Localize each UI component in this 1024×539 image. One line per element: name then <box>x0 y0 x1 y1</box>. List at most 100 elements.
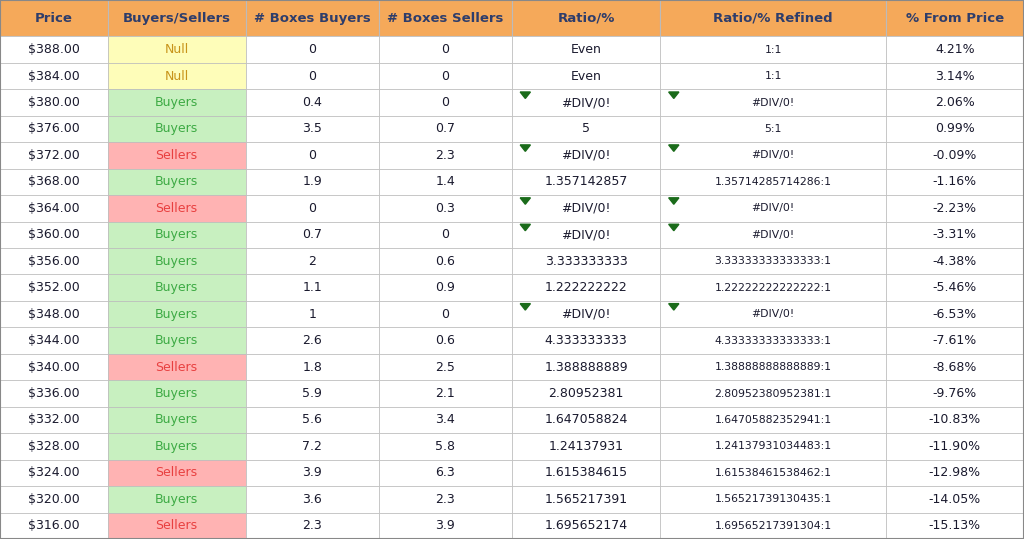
Text: 3.9: 3.9 <box>435 519 456 533</box>
Bar <box>379 460 512 486</box>
Polygon shape <box>520 198 530 204</box>
Text: 1.64705882352941:1: 1.64705882352941:1 <box>715 415 831 425</box>
Bar <box>379 354 512 381</box>
Bar <box>886 37 1024 63</box>
Bar <box>886 433 1024 460</box>
Bar <box>246 407 379 433</box>
Bar <box>512 0 660 37</box>
Bar <box>108 381 246 407</box>
Bar <box>246 195 379 222</box>
Bar <box>0 354 108 381</box>
Bar <box>512 301 660 327</box>
Bar <box>379 327 512 354</box>
Text: -9.76%: -9.76% <box>933 387 977 400</box>
Text: 5: 5 <box>583 122 590 135</box>
Bar <box>108 89 246 116</box>
Bar <box>512 381 660 407</box>
Text: -2.23%: -2.23% <box>933 202 977 215</box>
Bar <box>0 222 108 248</box>
Bar <box>886 327 1024 354</box>
Text: #DIV/0!: #DIV/0! <box>752 150 795 161</box>
Bar <box>108 407 246 433</box>
Text: 1:1: 1:1 <box>765 71 781 81</box>
Bar <box>0 381 108 407</box>
Text: $364.00: $364.00 <box>28 202 80 215</box>
Polygon shape <box>520 145 530 151</box>
Bar <box>379 169 512 195</box>
Bar <box>512 460 660 486</box>
Text: -15.13%: -15.13% <box>929 519 981 533</box>
Text: 5.6: 5.6 <box>302 413 323 426</box>
Bar <box>246 301 379 327</box>
Text: -8.68%: -8.68% <box>933 361 977 374</box>
Text: 1.222222222: 1.222222222 <box>545 281 628 294</box>
Text: -4.38%: -4.38% <box>933 255 977 268</box>
Bar <box>0 433 108 460</box>
Text: 5.9: 5.9 <box>302 387 323 400</box>
Bar <box>246 222 379 248</box>
Text: Buyers: Buyers <box>155 255 199 268</box>
Bar <box>660 89 886 116</box>
Bar <box>512 433 660 460</box>
Bar <box>0 274 108 301</box>
Bar <box>886 63 1024 89</box>
Text: Ratio/% Refined: Ratio/% Refined <box>714 12 833 25</box>
Text: Buyers: Buyers <box>155 96 199 109</box>
Text: # Boxes Sellers: # Boxes Sellers <box>387 12 504 25</box>
Text: 1.647058824: 1.647058824 <box>545 413 628 426</box>
Bar <box>660 0 886 37</box>
Text: 1.9: 1.9 <box>302 175 323 188</box>
Text: 2.80952381: 2.80952381 <box>549 387 624 400</box>
Bar <box>660 37 886 63</box>
Bar <box>886 248 1024 274</box>
Text: Sellers: Sellers <box>156 466 198 479</box>
Bar <box>108 63 246 89</box>
Text: 2.3: 2.3 <box>435 493 456 506</box>
Bar <box>246 460 379 486</box>
Bar <box>108 486 246 513</box>
Bar <box>246 354 379 381</box>
Bar <box>660 407 886 433</box>
Text: -7.61%: -7.61% <box>933 334 977 347</box>
Bar <box>0 301 108 327</box>
Text: $352.00: $352.00 <box>28 281 80 294</box>
Bar <box>886 274 1024 301</box>
Bar <box>0 142 108 169</box>
Bar <box>512 486 660 513</box>
Bar <box>379 433 512 460</box>
Bar <box>0 407 108 433</box>
Polygon shape <box>669 224 679 231</box>
Text: Sellers: Sellers <box>156 149 198 162</box>
Bar <box>379 486 512 513</box>
Text: 1.22222222222222:1: 1.22222222222222:1 <box>715 282 831 293</box>
Text: Buyers: Buyers <box>155 440 199 453</box>
Bar <box>379 37 512 63</box>
Bar <box>886 169 1024 195</box>
Text: 4.333333333: 4.333333333 <box>545 334 628 347</box>
Text: 1: 1 <box>308 308 316 321</box>
Bar <box>246 169 379 195</box>
Text: $348.00: $348.00 <box>28 308 80 321</box>
Bar <box>886 486 1024 513</box>
Text: #DIV/0!: #DIV/0! <box>561 202 611 215</box>
Bar <box>0 460 108 486</box>
Bar <box>108 301 246 327</box>
Bar <box>108 195 246 222</box>
Text: 0.99%: 0.99% <box>935 122 975 135</box>
Bar <box>246 486 379 513</box>
Text: 0.7: 0.7 <box>435 122 456 135</box>
Text: -11.90%: -11.90% <box>929 440 981 453</box>
Bar <box>379 116 512 142</box>
Text: 0: 0 <box>441 308 450 321</box>
Text: 5:1: 5:1 <box>765 124 781 134</box>
Text: Buyers: Buyers <box>155 334 199 347</box>
Bar <box>0 116 108 142</box>
Text: Buyers: Buyers <box>155 308 199 321</box>
Bar <box>108 0 246 37</box>
Text: Buyers: Buyers <box>155 413 199 426</box>
Text: 3.5: 3.5 <box>302 122 323 135</box>
Bar <box>512 142 660 169</box>
Polygon shape <box>520 224 530 231</box>
Text: $368.00: $368.00 <box>28 175 80 188</box>
Text: #DIV/0!: #DIV/0! <box>752 309 795 319</box>
